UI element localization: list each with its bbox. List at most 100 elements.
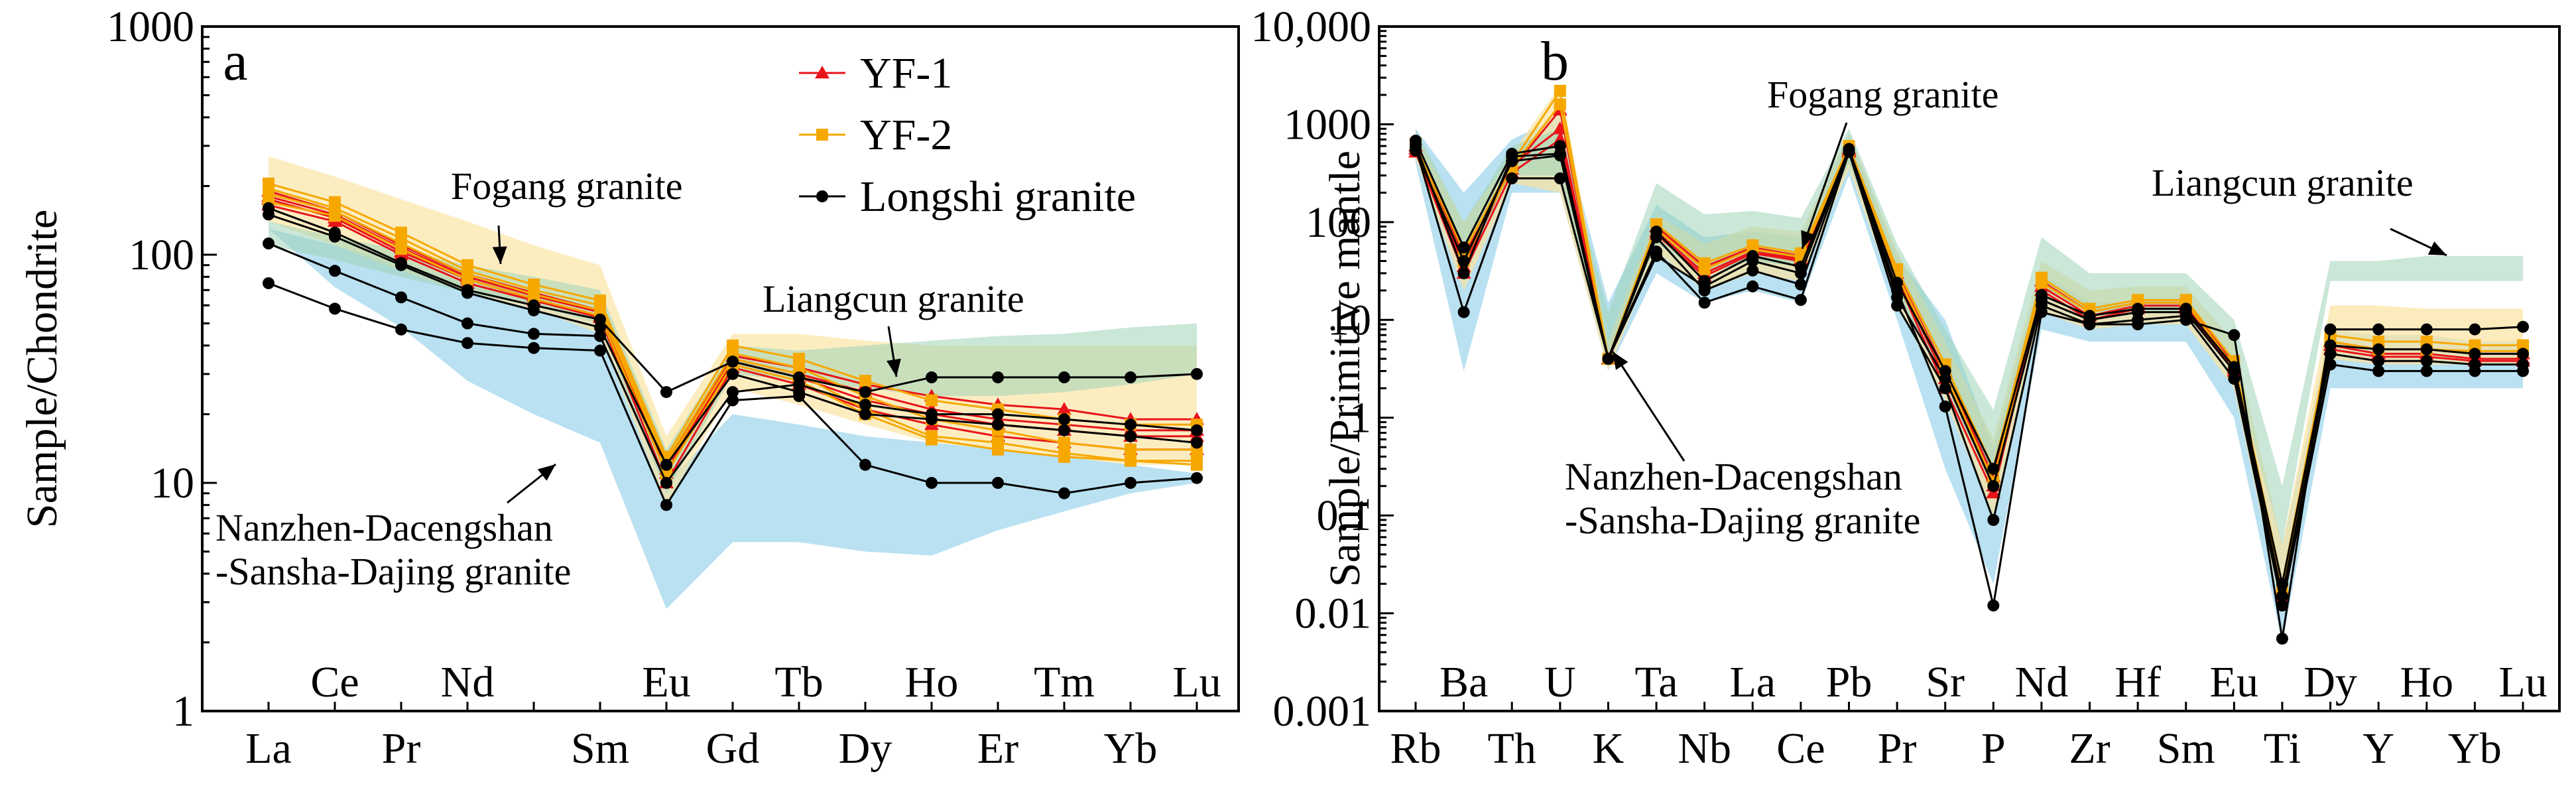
data-point [660,458,672,471]
series-longshi-granite [263,277,1203,511]
data-point [1058,371,1070,383]
data-point [992,371,1004,383]
x-tick-label: Eu [642,658,690,706]
data-point [1939,365,1951,377]
annotation-label: Liangcun granite [2152,161,2414,204]
x-tick-label: Tb [774,658,823,706]
data-point [594,344,606,357]
legend-label: Longshi granite [860,172,1136,221]
y-tick-label: 10 [1327,296,1371,344]
data-point [2372,365,2385,377]
annotation-arrow [1801,122,1848,249]
data-point [395,243,407,255]
data-point [1554,172,1566,184]
data-point [395,259,407,271]
data-point [1057,402,1072,415]
annotation-arrowhead [492,246,507,264]
y-tick-label: 1000 [1284,100,1371,149]
data-point [2420,323,2433,336]
data-point [727,367,739,380]
x-tick-label: Ta [1635,658,1678,706]
data-point [1457,267,1470,279]
data-point [1191,424,1203,436]
x-tick-label: Ce [310,658,359,706]
data-point [2517,320,2529,333]
x-tick-label: Eu [2210,658,2258,706]
data-point [926,371,938,383]
annotation-arrowhead [1801,229,1815,249]
data-point [793,378,805,391]
data-point [1843,143,1855,155]
x-tick-label: Hf [2115,658,2161,706]
x-tick-label: Dy [839,724,892,773]
data-point [1506,150,1518,163]
y-tick-label: 100 [129,231,194,279]
data-point [2035,277,2048,289]
data-point [528,328,540,340]
data-point [2228,361,2240,373]
data-point [2132,302,2144,315]
field-nanzhen-dacengshan-sansha-dajing-granite [269,228,1197,610]
data-point [2035,289,2048,301]
data-point [1747,280,1759,293]
data-point [992,419,1004,431]
data-point [1987,480,2000,492]
data-point [1939,400,1951,413]
annotation-label: Nanzhen-Dacengshan [215,506,553,549]
legend-label: YF-1 [860,49,952,98]
x-tick-label: Sm [2157,724,2215,773]
x-tick-label: Ba [1440,658,1488,706]
data-point [1058,450,1070,463]
x-tick-label: Dy [2303,658,2357,706]
y-tick-label: 1 [1349,394,1371,442]
data-point [1058,487,1070,499]
field-liangcun-granite [1416,129,2523,545]
annotation-label: -Sansha-Dajing granite [215,550,571,593]
data-point [2469,323,2481,336]
data-point [926,433,938,446]
x-tick-label: K [1593,724,1625,773]
data-point [263,277,275,289]
data-point [859,458,871,471]
x-tick-label: Nd [2015,658,2069,706]
x-tick-label: Yb [2448,724,2502,773]
data-point [461,317,473,330]
x-tick-label: Sr [1926,658,1965,706]
data-point [992,477,1004,489]
series-line [1414,101,2523,591]
data-point [1698,263,1711,275]
data-point [1891,291,1904,304]
x-tick-label: Lu [2498,658,2547,706]
annotation-label: Liangcun granite [763,277,1024,320]
y-tick-label: 0.1 [1317,491,1372,540]
data-point [2276,632,2288,645]
series-longshi-granite [1410,139,2529,590]
panel-letter: a [223,31,247,92]
field-fogang-granite [269,156,1197,505]
data-point [2083,310,2096,322]
annotation-label: Nanzhen-Dacengshan [1565,455,1902,498]
data-point [1554,98,1566,111]
legend-label: YF-2 [860,111,952,159]
x-tick-label: Pb [1826,658,1872,706]
data-point [1986,486,2001,499]
y-axis-title: Sample/Chondrite [18,210,66,528]
legend-marker [816,190,828,202]
data-point [2420,343,2433,356]
x-tick-label: Pr [1878,724,1917,773]
y-tick-label: 100 [1306,198,1371,247]
data-point [1602,352,1615,365]
data-point [395,323,407,336]
x-tick-label: U [1544,658,1576,706]
data-point [1125,419,1136,431]
data-point [528,342,540,354]
y-axis-title: Sample/Primitive mantle [1321,151,1369,587]
data-point [329,210,341,222]
data-point [1794,294,1807,306]
x-tick-label: Sm [571,724,629,773]
x-tick-label: Tm [1034,658,1095,706]
data-point [2179,302,2192,315]
x-tick-label: Nd [441,658,495,706]
data-point [926,408,938,421]
